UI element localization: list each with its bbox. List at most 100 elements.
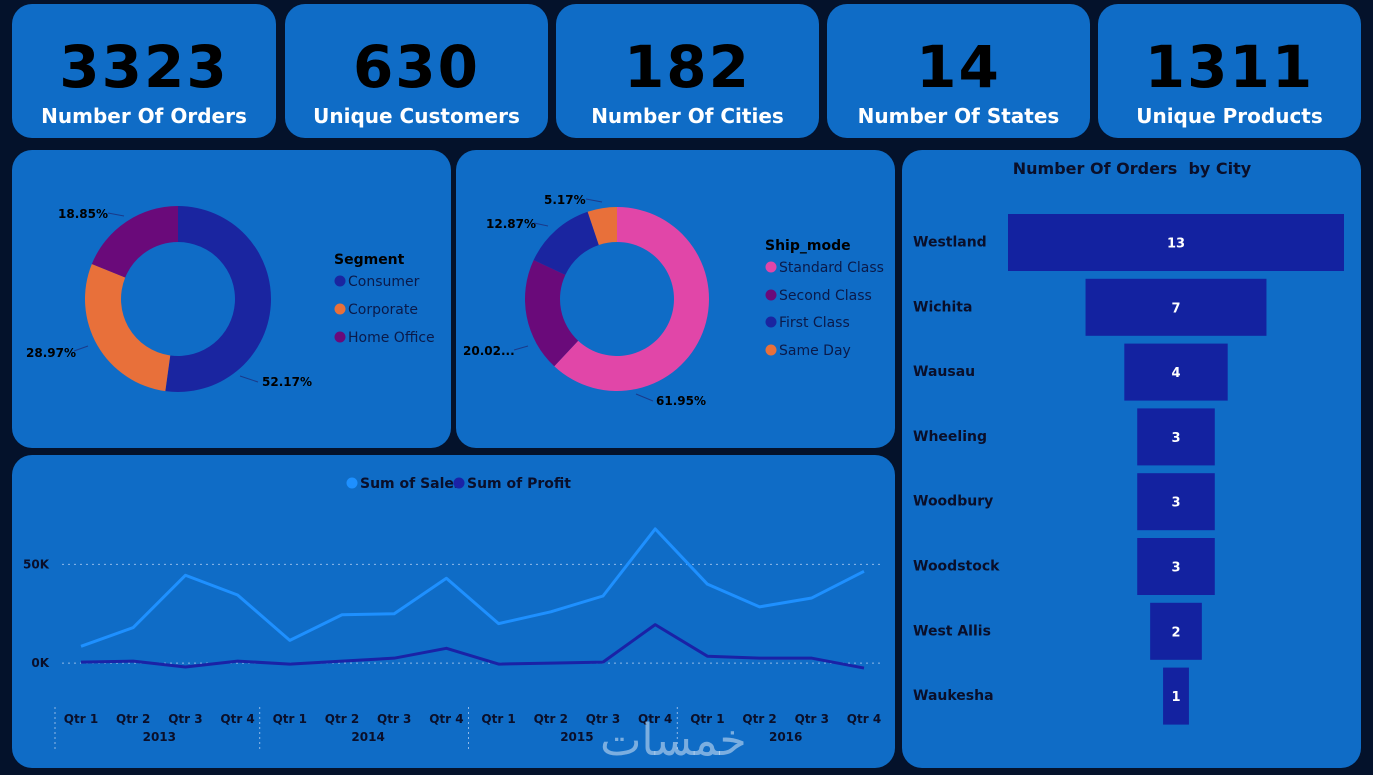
watermark: خمسات xyxy=(600,715,747,766)
legend-label: Standard Class xyxy=(779,260,884,276)
category-label: Wheeling xyxy=(913,429,987,445)
legend-marker xyxy=(765,316,777,328)
leader-line xyxy=(239,375,259,383)
kpi-label: Unique Products xyxy=(1136,104,1323,128)
legend-title: Segment xyxy=(334,252,405,268)
bar-value-label: 13 xyxy=(1167,237,1185,252)
legend-item[interactable]: Standard Class xyxy=(765,260,884,276)
leader-line xyxy=(635,393,654,402)
kpi-value: 1311 xyxy=(1144,33,1315,101)
legend-marker xyxy=(765,289,777,301)
x-tick-label: Qtr 3 xyxy=(586,712,620,726)
year-label: 2016 xyxy=(769,730,802,744)
year-label: 2013 xyxy=(143,730,176,744)
legend-marker xyxy=(346,477,358,489)
data-label-second-class: 20.02... xyxy=(463,344,515,358)
slice-consumer[interactable] xyxy=(165,206,271,392)
y-tick-label: 50K xyxy=(23,557,50,571)
legend-item[interactable]: Sum of Profit xyxy=(453,476,572,492)
legend-marker xyxy=(765,344,777,356)
funnel-bar-wichita[interactable] xyxy=(1085,278,1267,336)
kpi-card-orders: 3323 Number Of Orders xyxy=(12,4,276,138)
profit-line[interactable] xyxy=(80,623,865,670)
legend-marker xyxy=(334,303,346,315)
category-label: West Allis xyxy=(913,623,991,639)
kpi-label: Number Of Cities xyxy=(591,104,784,128)
legend-item[interactable]: Corporate xyxy=(334,302,419,318)
funnel-bar-wheeling[interactable] xyxy=(1137,408,1215,466)
legend-marker xyxy=(334,331,346,343)
kpi-card-customers: 630 Unique Customers xyxy=(285,4,548,138)
x-tick-label: Qtr 1 xyxy=(64,712,98,726)
slice-standard-class[interactable] xyxy=(554,207,709,391)
funnel-bar-wausau[interactable] xyxy=(1124,343,1228,401)
data-label-standard-class: 61.95% xyxy=(656,394,706,408)
legend-item[interactable]: Sum of Sales xyxy=(346,476,463,492)
bar-value-label: 7 xyxy=(1171,301,1180,316)
bar-value-label: 3 xyxy=(1171,496,1180,511)
legend-label: Sum of Sales xyxy=(360,476,462,492)
x-tick-label: Qtr 1 xyxy=(481,712,515,726)
funnel-bar-westland[interactable] xyxy=(1008,214,1344,271)
x-tick-label: Qtr 2 xyxy=(116,712,150,726)
legend-item[interactable]: Consumer xyxy=(334,274,420,290)
x-tick-label: Qtr 2 xyxy=(742,712,776,726)
funnel-bar-west-allis[interactable] xyxy=(1150,602,1202,660)
kpi-card-cities: 182 Number Of Cities xyxy=(556,4,819,138)
category-label: Westland xyxy=(913,235,987,251)
legend-marker xyxy=(453,477,465,489)
kpi-value: 630 xyxy=(352,33,481,101)
x-tick-label: Qtr 4 xyxy=(220,712,254,726)
leader-line xyxy=(107,212,125,217)
legend-marker xyxy=(334,275,346,287)
funnel-bar-woodstock[interactable] xyxy=(1137,538,1215,595)
category-label: Woodstock xyxy=(913,559,1000,575)
kpi-label: Number Of Orders xyxy=(41,104,247,128)
sales-profit-card: Sum of Sales Sum of Profit 0K 50K Qtr 1 Qtr… xyxy=(12,455,895,768)
year-label: 2015 xyxy=(560,730,593,744)
legend-item[interactable]: Same Day xyxy=(765,343,851,359)
ship-mode-donut-chart: Ship_mode Standard Class Second Class Fi… xyxy=(463,193,884,408)
legend-label: Home Office xyxy=(348,330,435,346)
sales-line[interactable] xyxy=(80,527,865,648)
slice-same-day[interactable] xyxy=(587,207,617,245)
data-label-home-office: 18.85% xyxy=(58,207,108,221)
legend-label: Same Day xyxy=(779,343,851,359)
data-label-consumer: 52.17% xyxy=(262,375,312,389)
x-tick-label: Qtr 3 xyxy=(795,712,829,726)
kpi-label: Unique Customers xyxy=(313,104,520,128)
category-label: Wichita xyxy=(913,299,972,315)
funnel-bar-woodbury[interactable] xyxy=(1137,473,1215,531)
legend-marker xyxy=(765,261,777,273)
y-tick-label: 0K xyxy=(31,656,49,670)
leader-line xyxy=(73,345,89,352)
x-tick-label: Qtr 4 xyxy=(429,712,463,726)
ship-mode-donut-card: Ship_mode Standard Class Second Class Fi… xyxy=(456,150,895,448)
x-tick-label: Qtr 1 xyxy=(690,712,724,726)
segment-donut-card: Segment Consumer Corporate Home Office 5… xyxy=(12,150,451,448)
legend-item[interactable]: Home Office xyxy=(334,330,435,346)
year-label: 2014 xyxy=(351,730,384,744)
legend-item[interactable]: First Class xyxy=(765,315,850,331)
x-tick-label: Qtr 1 xyxy=(273,712,307,726)
funnel-bar-waukesha[interactable] xyxy=(1163,667,1189,725)
slice-second-class[interactable] xyxy=(525,260,579,367)
bar-value-label: 3 xyxy=(1171,431,1180,446)
slice-first-class[interactable] xyxy=(533,211,599,275)
slice-home-office[interactable] xyxy=(91,206,178,278)
bar-value-label: 1 xyxy=(1171,690,1180,705)
kpi-value: 14 xyxy=(916,33,1001,101)
kpi-label: Number Of States xyxy=(857,104,1060,128)
segment-donut-chart: Segment Consumer Corporate Home Office 5… xyxy=(26,206,435,392)
data-label-corporate: 28.97% xyxy=(26,346,76,360)
legend-item[interactable]: Second Class xyxy=(765,288,872,304)
legend-label: Sum of Profit xyxy=(467,476,571,492)
kpi-value: 3323 xyxy=(59,33,229,101)
slice-corporate[interactable] xyxy=(85,263,171,392)
kpi-value: 182 xyxy=(623,33,752,101)
leader-line xyxy=(513,345,529,351)
legend-title: Ship_mode xyxy=(765,238,851,254)
x-tick-label: Qtr 3 xyxy=(377,712,411,726)
bar-value-label: 4 xyxy=(1171,366,1180,381)
chart-title: Number Of Orders by City xyxy=(1013,159,1252,178)
